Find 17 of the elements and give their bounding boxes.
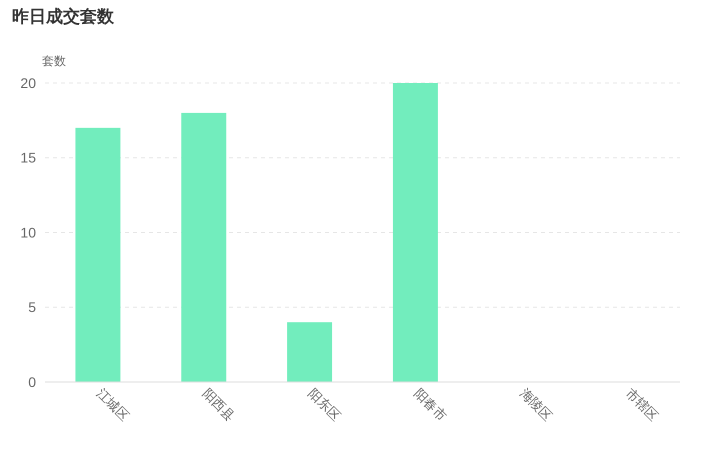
bar <box>181 112 226 382</box>
y-tick-label: 10 <box>20 224 36 240</box>
y-tick-label: 5 <box>28 299 36 316</box>
x-tick-label: 阳春市 <box>411 386 450 424</box>
y-tick-label: 0 <box>28 374 36 390</box>
bar <box>392 83 438 382</box>
x-tick-label: 阳西县 <box>200 386 238 424</box>
x-tick-label: 阳东区 <box>305 386 344 424</box>
y-tick-label: 15 <box>20 150 36 166</box>
x-tick-label: 海陵区 <box>517 386 556 424</box>
y-tick-label: 20 <box>20 74 36 91</box>
bar <box>75 128 120 382</box>
y-axis-title: 套数 <box>42 54 66 68</box>
chart-title: 昨日成交套数 <box>12 7 115 26</box>
bar <box>287 322 332 382</box>
x-tick-label: 市辖区 <box>622 386 662 424</box>
x-tick-label: 江城区 <box>94 386 132 424</box>
